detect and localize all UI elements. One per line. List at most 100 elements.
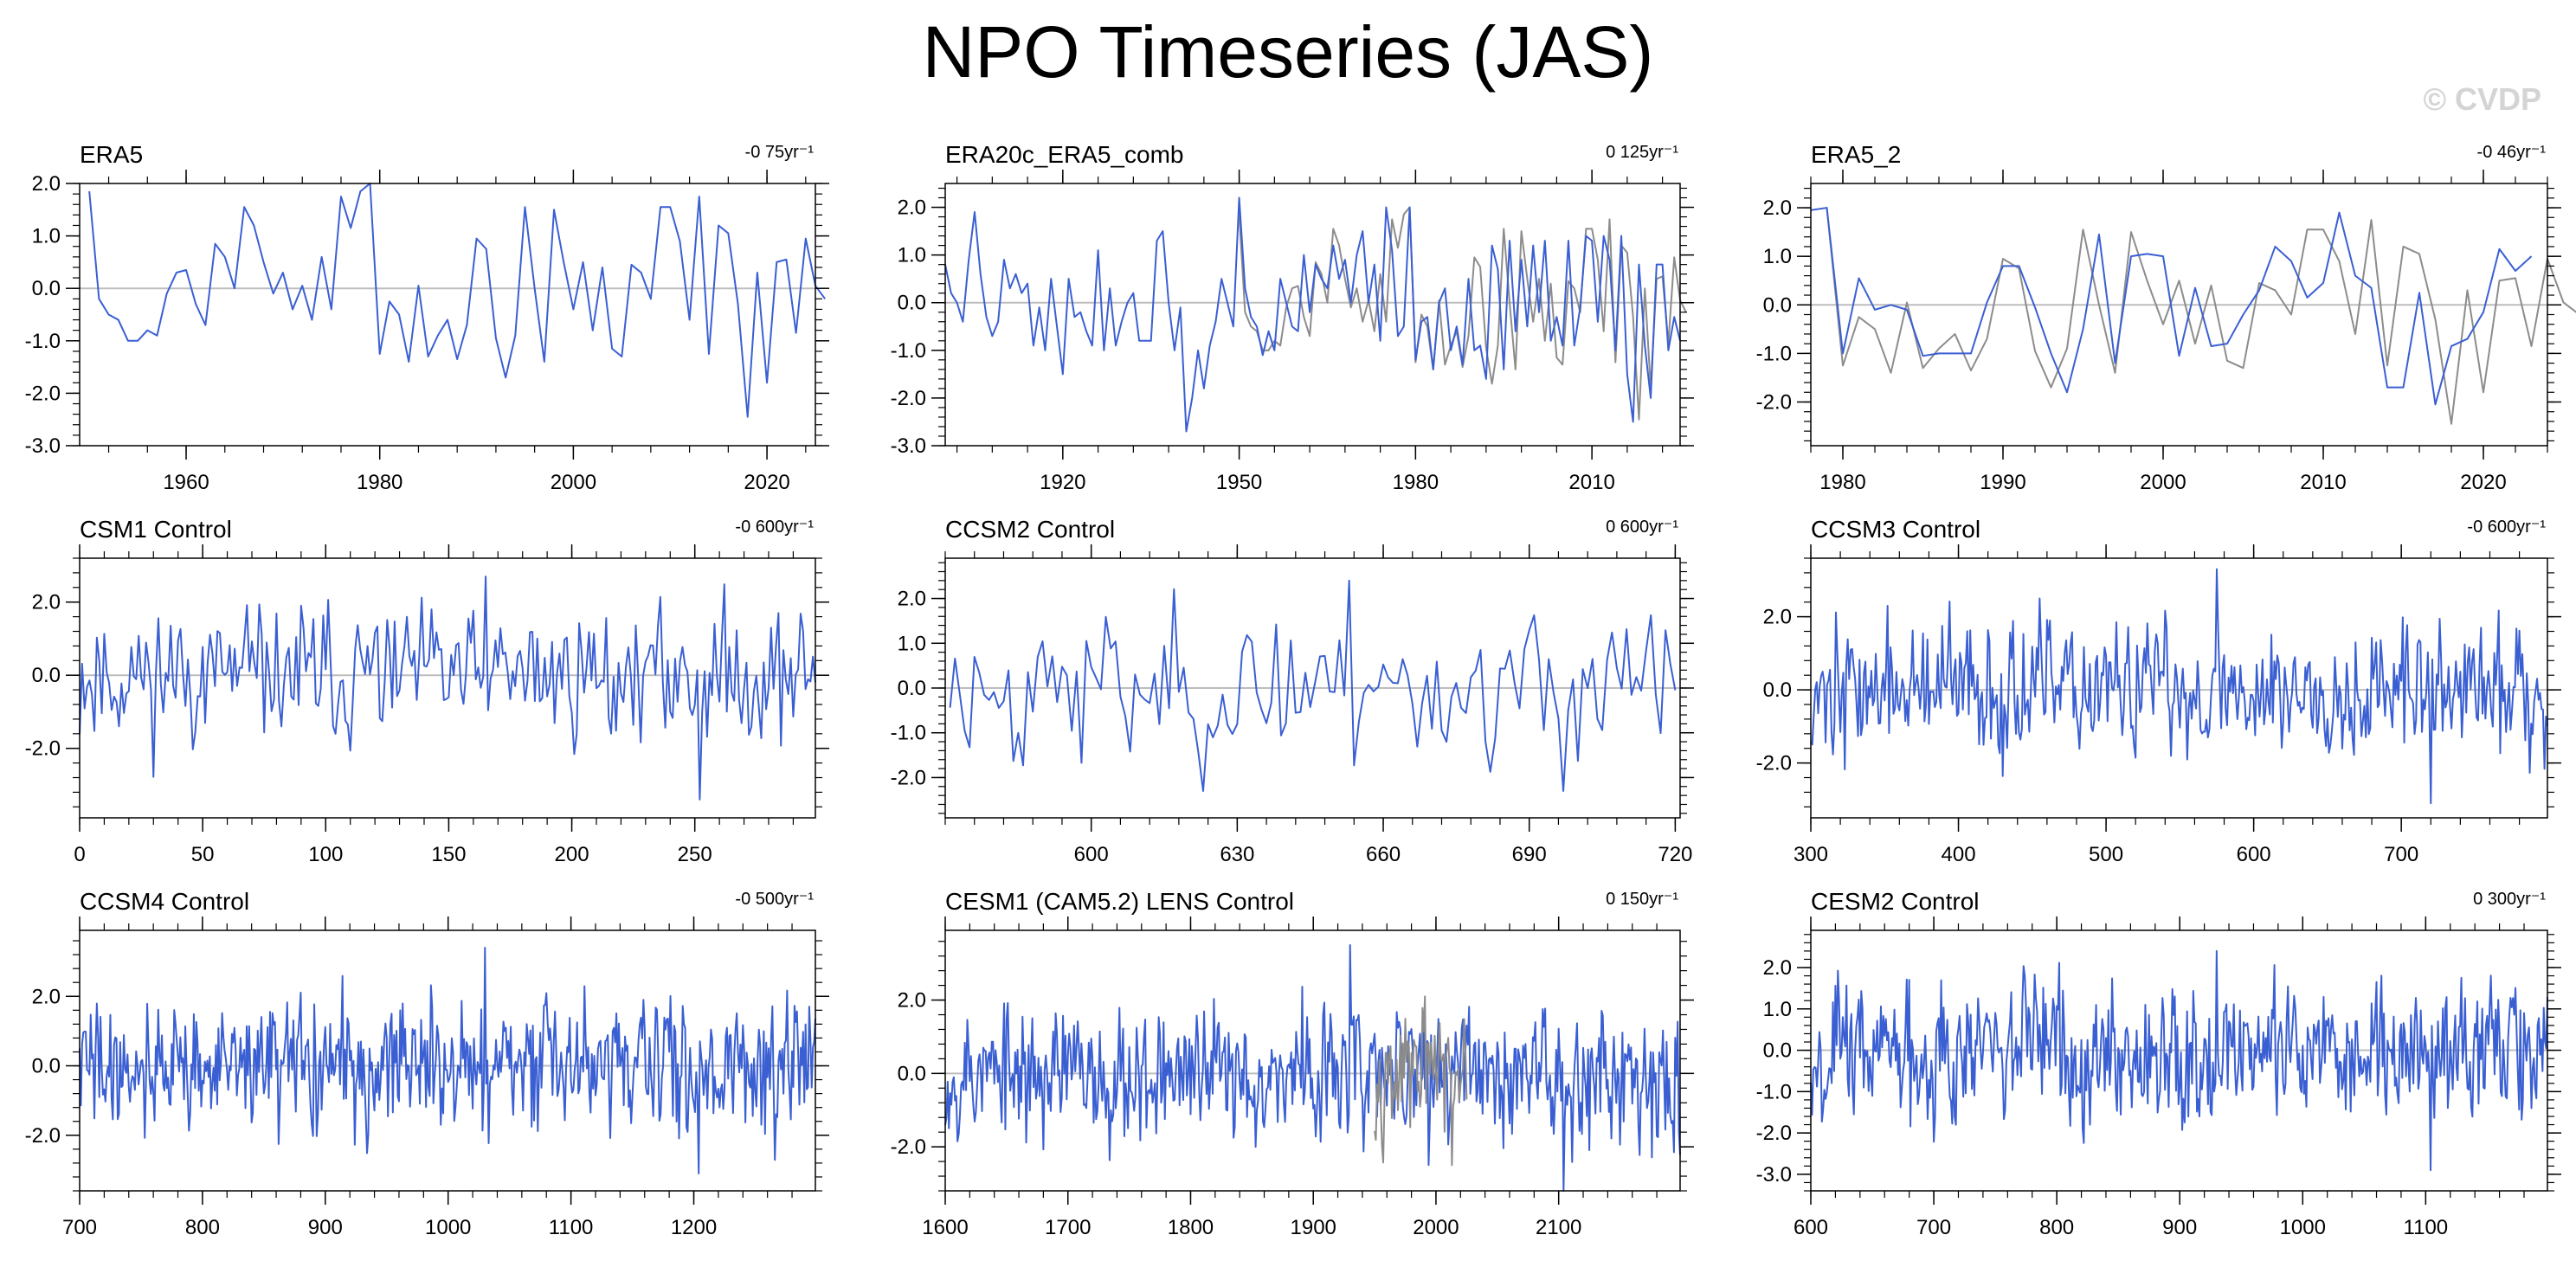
panel-title: ERA20c_ERA5_comb: [945, 141, 1183, 168]
y-tick-label: 0.0: [1763, 679, 1792, 702]
x-tick-label: 1990: [1980, 471, 2025, 494]
y-tick-label: -2.0: [891, 1135, 926, 1159]
panel-4: CCSM2 Control 0 600yr⁻¹ 2.0 1.0 0.0 -1.0 -2.0 6…: [891, 516, 1694, 866]
y-tick-label: -2.0: [25, 382, 61, 405]
y-tick-label: 0.0: [32, 664, 61, 687]
x-tick-label: 400: [1942, 843, 1976, 866]
trend-label: 0 600yr⁻¹: [1606, 518, 1678, 537]
x-tick-label: 250: [678, 843, 712, 866]
x-tick-label: 1920: [1040, 471, 1085, 494]
y-tick-label: -1.0: [25, 330, 61, 353]
series-line-obs: [1374, 995, 1468, 1167]
x-tick-label: 1000: [2280, 1216, 2326, 1239]
x-tick-label: 600: [2237, 843, 2271, 866]
trend-label: 0 150yr⁻¹: [1606, 890, 1678, 909]
series-line-era5: [1826, 207, 2576, 425]
panel-8: CESM2 Control 0 300yr⁻¹ 2.0 1.0 0.0 -1.0 -2.0 -…: [1756, 888, 2561, 1239]
y-tick-label: 2.0: [1763, 606, 1792, 629]
plot-frame: [79, 929, 816, 1192]
y-tick-label: 0.0: [898, 292, 926, 315]
x-tick-label: 630: [1220, 843, 1254, 866]
y-tick-label: -1.0: [1756, 342, 1792, 365]
panel-5: CCSM3 Control -0 600yr⁻¹ 2.0 0.0 -2.0 300 400 5…: [1756, 516, 2561, 866]
x-tick-label: 2000: [1413, 1216, 1459, 1239]
panel-2: ERA5_2 -0 46yr⁻¹ 2.0 1.0 0.0 -1.0 -2.0 1980 1990…: [1756, 141, 2576, 494]
plot-frame: [1810, 183, 2548, 447]
x-tick-label: 2010: [2300, 471, 2346, 494]
y-tick-label: 0.0: [1763, 293, 1792, 317]
y-tick-label: 1.0: [1763, 998, 1792, 1021]
y-tick-label: -2.0: [1756, 1122, 1792, 1145]
x-tick-label: 300: [1794, 843, 1828, 866]
y-tick-label: 1.0: [32, 225, 61, 248]
trend-label: 0 125yr⁻¹: [1606, 143, 1678, 162]
x-tick-label: 1100: [549, 1216, 594, 1239]
y-tick-label: 2.0: [898, 196, 926, 220]
x-tick-label: 100: [308, 843, 343, 866]
panel-title: CCSM2 Control: [945, 516, 1115, 543]
y-tick-label: 0.0: [1763, 1039, 1792, 1063]
x-tick-label: 2000: [551, 471, 596, 494]
x-tick-label: 1100: [2404, 1216, 2449, 1239]
panel-title: CSM1 Control: [80, 516, 232, 543]
y-tick-label: -3.0: [1756, 1163, 1792, 1187]
x-tick-label: 700: [2384, 843, 2418, 866]
y-tick-label: 0.0: [898, 677, 926, 700]
trend-label: -0 600yr⁻¹: [2467, 518, 2546, 537]
x-tick-label: 2020: [2460, 471, 2506, 494]
x-tick-label: 1960: [163, 471, 209, 494]
y-tick-label: 0.0: [898, 1062, 926, 1085]
series-line-ccsm4: [79, 947, 816, 1174]
panel-title: ERA5: [80, 141, 143, 168]
y-tick-label: -1.0: [1756, 1080, 1792, 1103]
y-tick-label: 0.0: [32, 277, 61, 300]
plot-frame: [79, 557, 816, 819]
trend-label: 0 300yr⁻¹: [2473, 890, 2546, 909]
trend-label: -0 500yr⁻¹: [735, 890, 814, 909]
y-tick-label: 2.0: [32, 985, 61, 1008]
x-tick-label: 600: [1074, 843, 1109, 866]
series-line-npo: [88, 183, 826, 418]
y-tick-label: -3.0: [25, 434, 61, 458]
series-line-era5: [1238, 206, 1687, 421]
x-tick-label: 700: [1916, 1216, 1951, 1239]
x-tick-label: 1980: [1393, 471, 1439, 494]
x-tick-label: 50: [191, 843, 215, 866]
x-tick-label: 2010: [1568, 471, 1614, 494]
x-tick-label: 660: [1366, 843, 1401, 866]
x-tick-label: 1600: [922, 1216, 968, 1239]
y-tick-label: -2.0: [25, 1124, 61, 1148]
x-tick-label: 200: [555, 843, 589, 866]
x-tick-label: 1950: [1216, 471, 1262, 494]
x-tick-label: 1200: [671, 1216, 717, 1239]
y-tick-label: 1.0: [1763, 245, 1792, 268]
x-tick-label: 900: [308, 1216, 343, 1239]
x-tick-label: 800: [2039, 1216, 2074, 1239]
y-tick-label: 2.0: [1763, 196, 1792, 220]
y-tick-label: -1.0: [891, 339, 926, 363]
y-tick-label: 2.0: [898, 989, 926, 1013]
y-tick-label: 2.0: [898, 588, 926, 611]
series-line-lens: [944, 943, 1681, 1192]
panel-title: ERA5_2: [1811, 141, 1901, 168]
x-tick-label: 500: [2089, 843, 2123, 866]
x-tick-label: 720: [1658, 843, 1692, 866]
y-tick-label: 2.0: [32, 591, 61, 614]
series-line-csm1: [79, 576, 816, 801]
x-tick-label: 1800: [1168, 1216, 1214, 1239]
x-tick-label: 1900: [1291, 1216, 1336, 1239]
x-tick-label: 1980: [357, 471, 402, 494]
panel-6: CCSM4 Control -0 500yr⁻¹ 2.0 0.0 -2.0 700 800 9…: [25, 888, 829, 1239]
y-tick-label: -2.0: [1756, 391, 1792, 415]
series-line-ccsm2: [949, 579, 1677, 792]
panel-7: CESM1 (CAM5.2) LENS Control 0 150yr⁻¹ 2.0 0…: [891, 888, 1694, 1239]
panel-title: CCSM3 Control: [1811, 516, 1980, 543]
series-line-ccsm3: [1810, 568, 2548, 805]
y-tick-label: 0.0: [32, 1055, 61, 1078]
panel-3: CSM1 Control -0 600yr⁻¹ 2.0 0.0 -2.0 0 50 100 15…: [25, 516, 829, 866]
x-tick-label: 700: [62, 1216, 97, 1239]
x-tick-label: 0: [74, 843, 85, 866]
y-tick-label: -3.0: [891, 434, 926, 458]
panel-title: CCSM4 Control: [80, 888, 249, 915]
panel-title: CESM1 (CAM5.2) LENS Control: [945, 888, 1294, 915]
